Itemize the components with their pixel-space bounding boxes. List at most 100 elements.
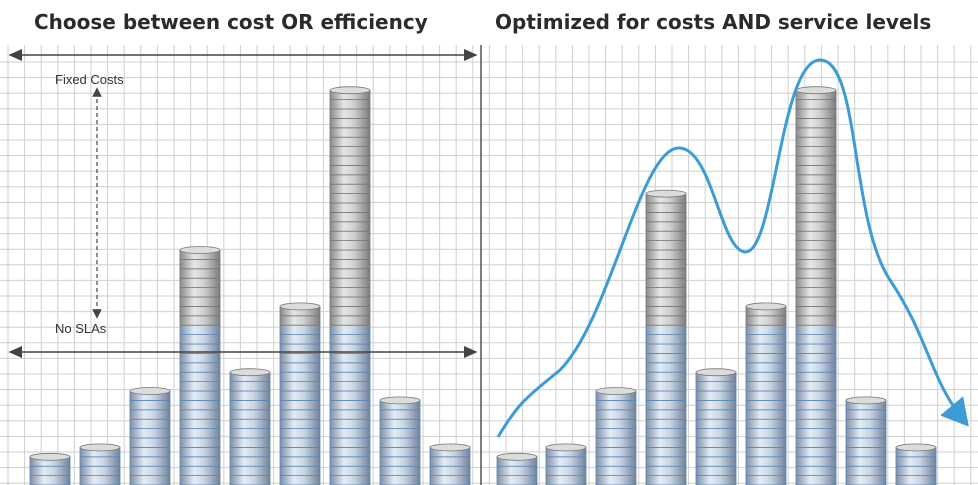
disk-top (845, 396, 887, 405)
disk (129, 465, 171, 477)
disk (279, 324, 321, 336)
disk (745, 456, 787, 467)
disk (229, 428, 271, 439)
disk (379, 428, 421, 439)
disk-top (279, 302, 321, 311)
server-stack (429, 443, 471, 485)
disk (795, 352, 837, 364)
disk (329, 155, 371, 166)
disk (379, 437, 421, 448)
disk (329, 381, 371, 392)
disk (329, 146, 371, 157)
disk (645, 352, 687, 364)
disk-top (695, 368, 737, 377)
disk (279, 475, 321, 485)
disk (645, 315, 687, 326)
disk (329, 352, 371, 364)
disk (329, 362, 371, 373)
disk (229, 418, 271, 430)
server-stack (279, 302, 321, 485)
disk (645, 456, 687, 467)
disk-top (79, 443, 121, 452)
disk (795, 371, 837, 383)
disk (895, 465, 937, 477)
disk (895, 456, 937, 467)
disk-top (795, 86, 837, 95)
disk (745, 390, 787, 401)
disk (279, 456, 321, 467)
disk (129, 399, 171, 411)
disk (129, 456, 171, 467)
server-stack (496, 452, 538, 485)
disk (645, 211, 687, 223)
disk (545, 475, 587, 485)
disk (279, 418, 321, 430)
disk (229, 475, 271, 485)
disk (595, 456, 637, 467)
disk (745, 334, 787, 345)
disk (745, 475, 787, 485)
disk (745, 399, 787, 411)
disk (645, 324, 687, 336)
disk (79, 456, 121, 467)
disk (645, 221, 687, 232)
server-stack (129, 387, 171, 485)
disk (79, 465, 121, 477)
disk (379, 465, 421, 477)
disk (595, 465, 637, 477)
disk (129, 418, 171, 430)
disk (795, 465, 837, 477)
disk (279, 465, 321, 477)
disk (329, 183, 371, 194)
server-stacks (29, 86, 937, 485)
disk-top (745, 302, 787, 311)
disk (645, 230, 687, 241)
disk (845, 465, 887, 477)
disk (645, 296, 687, 307)
disk (695, 437, 737, 448)
disk (595, 418, 637, 430)
disk (695, 409, 737, 420)
server-stack (795, 86, 837, 485)
disk (379, 456, 421, 467)
disk (795, 287, 837, 298)
disk (645, 399, 687, 411)
disk (645, 249, 687, 260)
server-stack (845, 396, 887, 485)
disk (645, 465, 687, 477)
disk (795, 418, 837, 430)
disk (329, 437, 371, 448)
disk (229, 465, 271, 477)
disk (595, 409, 637, 420)
disk (795, 127, 837, 138)
disk (496, 465, 538, 477)
server-stack (379, 396, 421, 485)
disk (129, 428, 171, 439)
disk (279, 399, 321, 411)
disk-top (229, 368, 271, 377)
disk (595, 475, 637, 485)
disk (545, 456, 587, 467)
disk (496, 475, 538, 485)
disk (695, 465, 737, 477)
disk (695, 399, 737, 411)
server-stack (695, 368, 737, 485)
disk (179, 334, 221, 345)
disk (645, 343, 687, 354)
disk (795, 230, 837, 241)
disk (795, 136, 837, 147)
disk (795, 249, 837, 260)
disk (745, 381, 787, 392)
disk (329, 418, 371, 430)
disk (645, 305, 687, 317)
disk-top (129, 387, 171, 395)
disk (279, 381, 321, 392)
disk (179, 409, 221, 420)
disk (795, 399, 837, 411)
disk (845, 428, 887, 439)
disk (745, 428, 787, 439)
server-stack (545, 443, 587, 485)
disk (429, 465, 471, 477)
disk (329, 164, 371, 176)
disk (795, 108, 837, 119)
